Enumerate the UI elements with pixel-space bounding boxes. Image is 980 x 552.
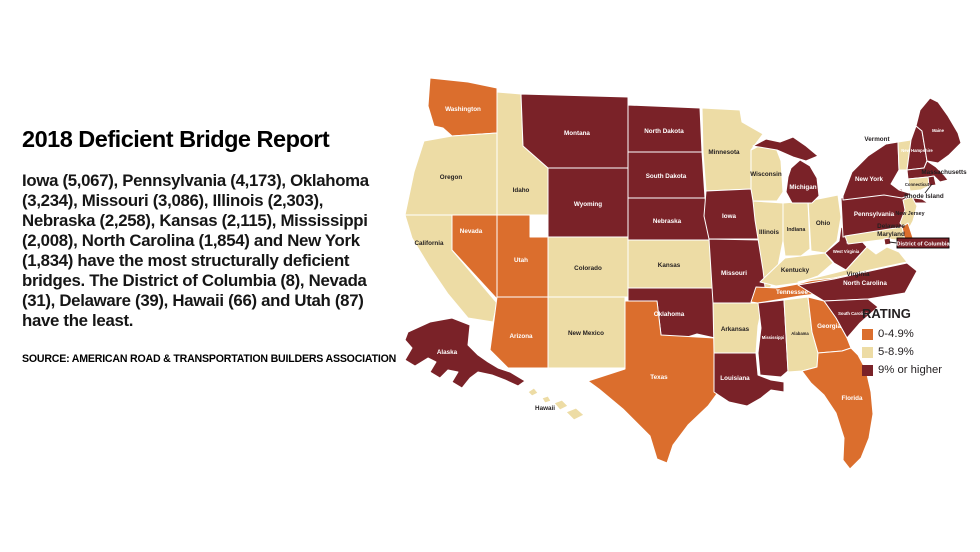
state-virginia [797, 246, 908, 283]
state-hawaii [527, 387, 585, 421]
state-alaska [404, 317, 526, 389]
state-label-wisconsin: Wisconsin [750, 171, 782, 178]
state-label-new-hampshire: New Hampshire [901, 148, 933, 153]
state-label-west-virginia: West Virginia [833, 249, 860, 254]
state-district-of-columbia [883, 237, 892, 246]
state-label-virginia: Virginia [847, 271, 870, 278]
state-label-montana: Montana [564, 130, 590, 137]
state-label-oregon: Oregon [440, 174, 463, 181]
legend-item-mid: 5-8.9% [862, 346, 977, 358]
state-label-michigan: Michigan [789, 184, 816, 191]
state-kentucky [759, 252, 834, 287]
state-label-delaware: Delaware [877, 223, 905, 230]
rhode-island-leader-line [924, 183, 933, 194]
state-label-texas: Texas [650, 374, 668, 381]
state-label-louisiana: Louisiana [720, 375, 750, 382]
map-legend: RATING 0-4.9% 5-8.9% 9% or higher [862, 306, 977, 382]
legend-title: RATING [862, 306, 911, 321]
state-label-kentucky: Kentucky [781, 267, 810, 274]
state-label-ohio: Ohio [816, 220, 830, 227]
state-label-alaska: Alaska [437, 349, 458, 356]
legend-label-mid: 5-8.9% [878, 346, 914, 358]
state-label-mississippi: Mississippi [762, 335, 785, 340]
state-label-iowa: Iowa [722, 213, 736, 220]
state-label-alabama: Alabama [791, 331, 809, 336]
state-label-pennsylvania: Pennsylvania [854, 211, 895, 218]
summary-text: Iowa (5,067), Pennsylvania (4,173), Okla… [22, 171, 369, 330]
state-label-missouri: Missouri [721, 270, 747, 277]
source-credit: SOURCE: AMERICAN ROAD & TRANSPORTATION B… [22, 353, 397, 365]
state-label-vermont: Vermont [864, 136, 890, 143]
text-panel: 2018 Deficient Bridge Report Iowa (5,067… [22, 126, 397, 365]
state-label-indiana: Indiana [787, 227, 806, 233]
dc-callout: District of Columbia [896, 237, 950, 249]
state-label-florida: Florida [842, 395, 863, 402]
state-label-massachusetts: Massachusetts [921, 169, 967, 176]
state-label-oklahoma: Oklahoma [654, 311, 685, 318]
legend-item-high: 9% or higher [862, 364, 977, 376]
legend-label-low: 0-4.9% [878, 328, 914, 340]
state-ohio [807, 194, 842, 254]
state-florida [801, 347, 874, 470]
state-label-north-dakota: North Dakota [644, 128, 684, 135]
state-connecticut [907, 176, 930, 192]
legend-swatch-high [862, 364, 873, 376]
state-label-nebraska: Nebraska [653, 218, 682, 225]
state-label-kansas: Kansas [658, 262, 681, 269]
state-label-georgia: Georgia [817, 323, 841, 330]
dc-callout-box [896, 237, 950, 249]
state-label-idaho: Idaho [513, 187, 530, 194]
dc-leader-line [888, 241, 898, 244]
state-label-south-carolina: South Carolina [838, 311, 868, 316]
state-new-jersey [899, 196, 918, 233]
state-label-rhode-island: Rhode Island [904, 193, 944, 200]
state-label-nevada: Nevada [460, 228, 483, 235]
dc-callout-label: District of Columbia [896, 242, 950, 248]
state-label-tennessee: Tennessee [776, 289, 809, 296]
state-label-new-mexico: New Mexico [568, 330, 604, 337]
state-label-colorado: Colorado [574, 265, 602, 272]
state-louisiana [713, 352, 785, 407]
state-michigan [752, 136, 820, 204]
state-label-connecticut: Connecticut [905, 182, 930, 187]
state-label-arizona: Arizona [509, 333, 533, 340]
state-label-arkansas: Arkansas [721, 326, 750, 333]
state-label-south-dakota: South Dakota [646, 173, 687, 180]
state-label-washington: Washington [445, 106, 481, 113]
state-label-maine: Maine [932, 128, 945, 133]
state-label-illinois: Illinois [759, 229, 779, 236]
legend-swatch-low [862, 328, 873, 340]
state-label-wyoming: Wyoming [574, 201, 602, 208]
state-utah [496, 214, 549, 298]
state-label-new-jersey: New Jersey [895, 211, 924, 217]
state-label-utah: Utah [514, 257, 528, 264]
legend-item-low: 0-4.9% [862, 328, 977, 340]
legend-label-high: 9% or higher [878, 364, 943, 376]
state-label-maryland: Maryland [877, 231, 905, 238]
page-title: 2018 Deficient Bridge Report [22, 126, 330, 152]
state-label-california: California [414, 240, 444, 247]
legend-swatch-mid [862, 346, 873, 358]
state-label-hawaii: Hawaii [535, 405, 555, 412]
state-label-new-york: New York [855, 176, 884, 183]
state-label-minnesota: Minnesota [708, 149, 740, 156]
state-label-north-carolina: North Carolina [843, 280, 887, 287]
state-texas [587, 300, 726, 464]
state-maine [915, 97, 962, 164]
